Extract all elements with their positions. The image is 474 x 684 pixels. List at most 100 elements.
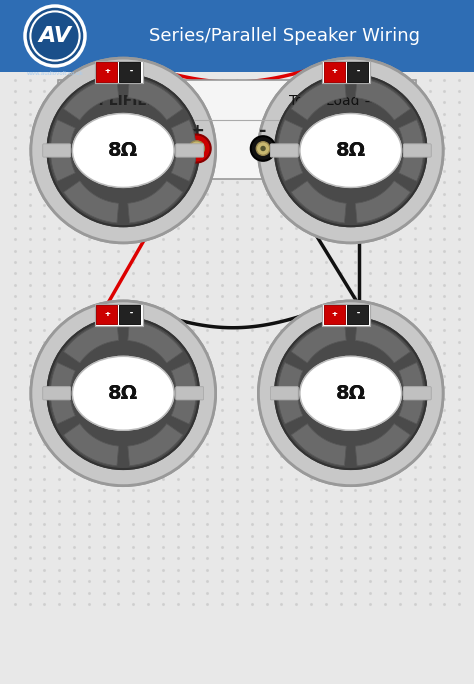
FancyBboxPatch shape <box>119 62 140 81</box>
Polygon shape <box>291 321 346 363</box>
Text: +: + <box>332 311 337 317</box>
FancyBboxPatch shape <box>322 61 370 83</box>
Circle shape <box>260 146 266 151</box>
Circle shape <box>256 142 270 155</box>
Polygon shape <box>64 423 118 466</box>
Ellipse shape <box>300 356 401 430</box>
Polygon shape <box>64 78 118 120</box>
Circle shape <box>189 141 204 156</box>
Polygon shape <box>291 181 346 223</box>
Polygon shape <box>278 120 303 181</box>
Polygon shape <box>291 321 346 363</box>
FancyBboxPatch shape <box>0 0 474 72</box>
Polygon shape <box>51 120 75 181</box>
FancyBboxPatch shape <box>176 386 204 400</box>
Circle shape <box>47 317 199 469</box>
Polygon shape <box>128 78 183 120</box>
FancyBboxPatch shape <box>119 305 140 324</box>
Polygon shape <box>356 78 410 120</box>
Text: 8Ω: 8Ω <box>336 384 366 403</box>
Polygon shape <box>356 181 410 223</box>
FancyBboxPatch shape <box>43 144 71 157</box>
Circle shape <box>47 75 199 226</box>
Polygon shape <box>291 181 346 223</box>
Polygon shape <box>171 120 196 181</box>
Polygon shape <box>64 78 118 120</box>
Polygon shape <box>51 363 75 424</box>
Polygon shape <box>356 423 410 466</box>
Ellipse shape <box>73 114 174 187</box>
FancyBboxPatch shape <box>96 62 118 81</box>
Polygon shape <box>128 181 183 223</box>
Polygon shape <box>64 423 118 466</box>
Circle shape <box>251 136 275 161</box>
FancyBboxPatch shape <box>324 62 345 81</box>
Text: 8Ω: 8Ω <box>336 141 366 160</box>
Polygon shape <box>399 363 423 424</box>
Polygon shape <box>128 321 183 363</box>
Polygon shape <box>356 181 410 223</box>
Polygon shape <box>128 423 183 466</box>
FancyBboxPatch shape <box>270 144 298 157</box>
Ellipse shape <box>300 114 401 187</box>
Circle shape <box>258 58 443 243</box>
Polygon shape <box>291 78 346 120</box>
Text: -: - <box>357 309 360 318</box>
FancyBboxPatch shape <box>322 304 370 326</box>
FancyBboxPatch shape <box>96 62 118 81</box>
FancyBboxPatch shape <box>94 61 143 83</box>
Text: 8Ω: 8Ω <box>108 384 138 403</box>
Text: +: + <box>104 311 110 317</box>
FancyBboxPatch shape <box>270 386 298 400</box>
Polygon shape <box>278 363 303 424</box>
Circle shape <box>258 301 443 486</box>
FancyBboxPatch shape <box>270 386 298 400</box>
FancyBboxPatch shape <box>119 62 140 81</box>
FancyBboxPatch shape <box>403 144 431 157</box>
Text: AMPLIFIER: AMPLIFIER <box>75 94 159 108</box>
Polygon shape <box>291 423 346 466</box>
FancyBboxPatch shape <box>324 305 345 324</box>
Circle shape <box>31 58 216 243</box>
Polygon shape <box>171 363 196 424</box>
Text: www.audiovolt.co.uk: www.audiovolt.co.uk <box>27 71 83 76</box>
Circle shape <box>275 317 427 469</box>
Text: -: - <box>259 122 267 140</box>
Text: 8Ω: 8Ω <box>336 141 366 160</box>
FancyBboxPatch shape <box>96 305 118 324</box>
Polygon shape <box>356 78 410 120</box>
FancyBboxPatch shape <box>176 144 204 157</box>
FancyBboxPatch shape <box>58 80 416 179</box>
FancyBboxPatch shape <box>43 386 71 400</box>
Text: +: + <box>332 68 337 74</box>
Circle shape <box>194 146 200 152</box>
FancyBboxPatch shape <box>324 305 345 324</box>
Polygon shape <box>356 423 410 466</box>
Polygon shape <box>128 78 183 120</box>
FancyBboxPatch shape <box>346 62 368 81</box>
Polygon shape <box>278 120 303 181</box>
Polygon shape <box>64 321 118 363</box>
Circle shape <box>31 301 216 486</box>
FancyBboxPatch shape <box>43 144 71 157</box>
FancyBboxPatch shape <box>346 62 368 81</box>
Polygon shape <box>51 363 75 424</box>
Text: 8Ω: 8Ω <box>336 384 366 403</box>
Polygon shape <box>171 363 196 424</box>
Ellipse shape <box>73 356 174 430</box>
Circle shape <box>31 301 216 486</box>
Polygon shape <box>128 423 183 466</box>
FancyBboxPatch shape <box>94 61 143 83</box>
Text: -: - <box>357 66 360 75</box>
FancyBboxPatch shape <box>322 304 370 326</box>
Polygon shape <box>64 181 118 223</box>
Text: -: - <box>129 66 133 75</box>
Text: -: - <box>129 309 133 318</box>
Polygon shape <box>278 363 303 424</box>
Circle shape <box>47 317 199 469</box>
FancyBboxPatch shape <box>119 305 140 324</box>
Text: +: + <box>104 68 110 74</box>
Polygon shape <box>399 120 423 181</box>
FancyBboxPatch shape <box>270 144 298 157</box>
Text: 8Ω: 8Ω <box>108 141 138 160</box>
